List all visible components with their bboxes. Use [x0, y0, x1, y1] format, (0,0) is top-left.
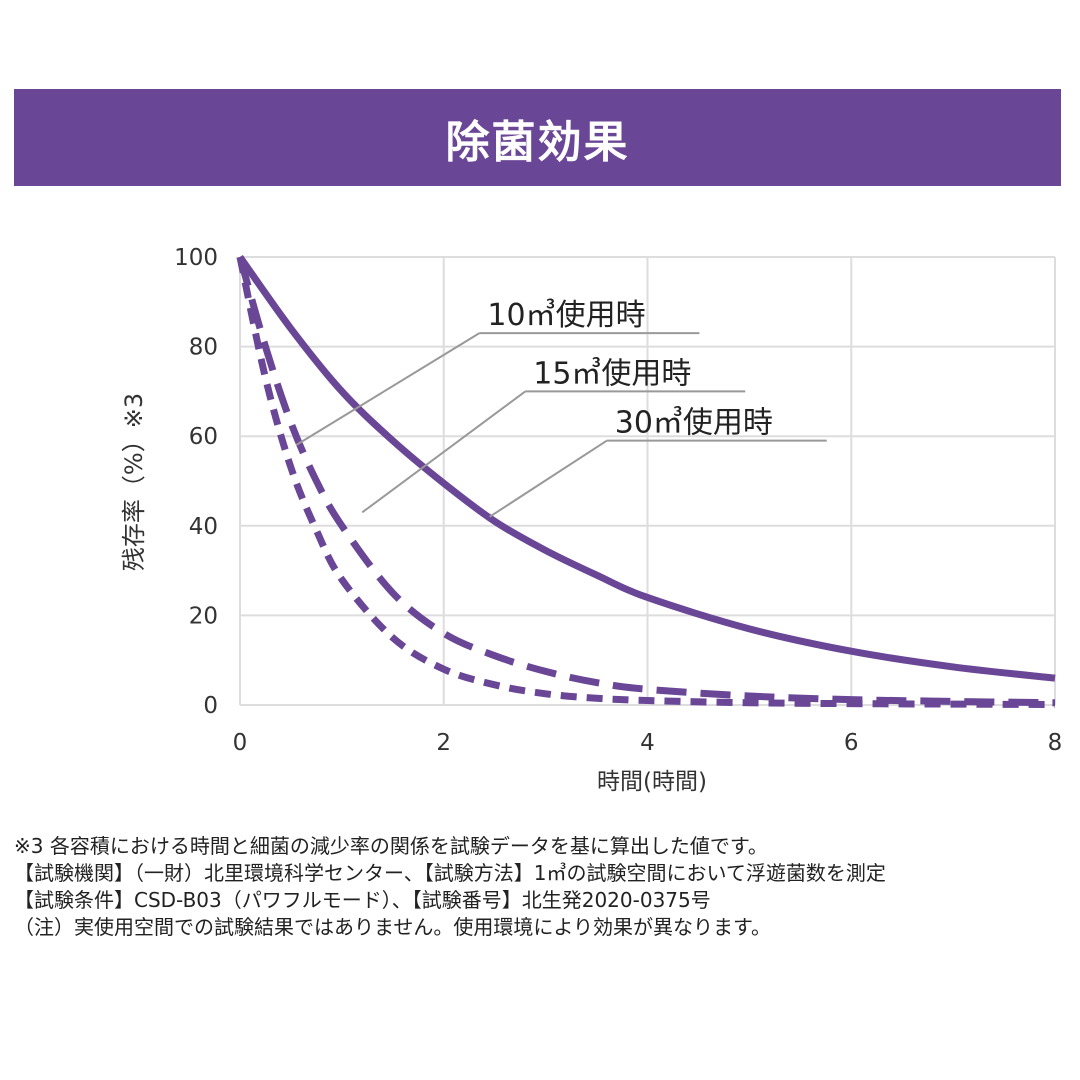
x-tick-label: 4 — [640, 730, 655, 756]
x-axis-label: 時間(時間) — [597, 769, 707, 795]
series-line-1 — [236, 256, 1056, 707]
y-tick-label: 80 — [189, 335, 218, 361]
footnote-text: ※3 各容積における時間と細菌の減少率の関係を試験データを基に算出した値です。 — [14, 834, 768, 858]
annotation-label: 15㎥使用時 — [533, 356, 691, 391]
title-banner: 除菌効果 — [14, 89, 1061, 186]
y-tick-label: 100 — [174, 245, 218, 271]
annotation-leader — [361, 390, 526, 514]
footnote-line: 【試験条件】CSD-B03（パワフルモード）、【試験番号】北生発2020-037… — [14, 887, 1064, 914]
chart: 0 20 40 60 80 100 0 2 4 6 8 10㎥使用時 15㎥使用時 30㎥使用時 残存… — [120, 245, 1063, 795]
chart-annotations: 10㎥使用時 15㎥使用時 30㎥使用時 — [295, 298, 827, 518]
x-tick-label: 0 — [233, 730, 248, 756]
footnote-line: ※3 各容積における時間と細菌の減少率の関係を試験データを基に算出した値です。 — [14, 833, 1064, 860]
chart-grid — [239, 256, 1056, 706]
annotation-leader — [295, 332, 480, 447]
annotation-label: 30㎥使用時 — [615, 406, 773, 441]
y-axis-label: 残存率（%）※3 — [120, 393, 148, 571]
footnote-text: 【試験機関】（一財）北里環境科学センター、【試験方法】1㎥の試験空間において浮遊… — [14, 861, 886, 885]
x-tick-label: 8 — [1048, 730, 1063, 756]
x-tick-label: 6 — [844, 730, 859, 756]
banner-title: 除菌効果 — [445, 116, 630, 168]
annotation-label: 10㎥使用時 — [487, 298, 645, 333]
y-axis-ticks: 0 20 40 60 80 100 — [174, 245, 218, 719]
footnote-text: 【試験条件】CSD-B03（パワフルモード）、【試験番号】北生発2020-037… — [14, 888, 711, 912]
footnotes: ※3 各容積における時間と細菌の減少率の関係を試験データを基に算出した値です。 … — [14, 833, 1064, 941]
footnote-text: （注）実使用空間での試験結果ではありません。使用環境により効果が異なります。 — [14, 915, 771, 939]
annotation-leader — [489, 439, 608, 518]
y-tick-label: 40 — [189, 514, 218, 540]
y-tick-label: 60 — [189, 424, 218, 450]
x-axis-ticks: 0 2 4 6 8 — [233, 730, 1063, 756]
series-line-0 — [236, 256, 1056, 709]
chart-series — [236, 254, 1056, 709]
footnote-line: 【試験機関】（一財）北里環境科学センター、【試験方法】1㎥の試験空間において浮遊… — [14, 860, 1064, 887]
footnote-line: （注）実使用空間での試験結果ではありません。使用環境により効果が異なります。 — [14, 914, 1064, 941]
series-line-2 — [237, 254, 1056, 682]
x-tick-label: 2 — [436, 730, 451, 756]
y-tick-label: 0 — [203, 693, 218, 719]
y-tick-label: 20 — [189, 603, 218, 629]
